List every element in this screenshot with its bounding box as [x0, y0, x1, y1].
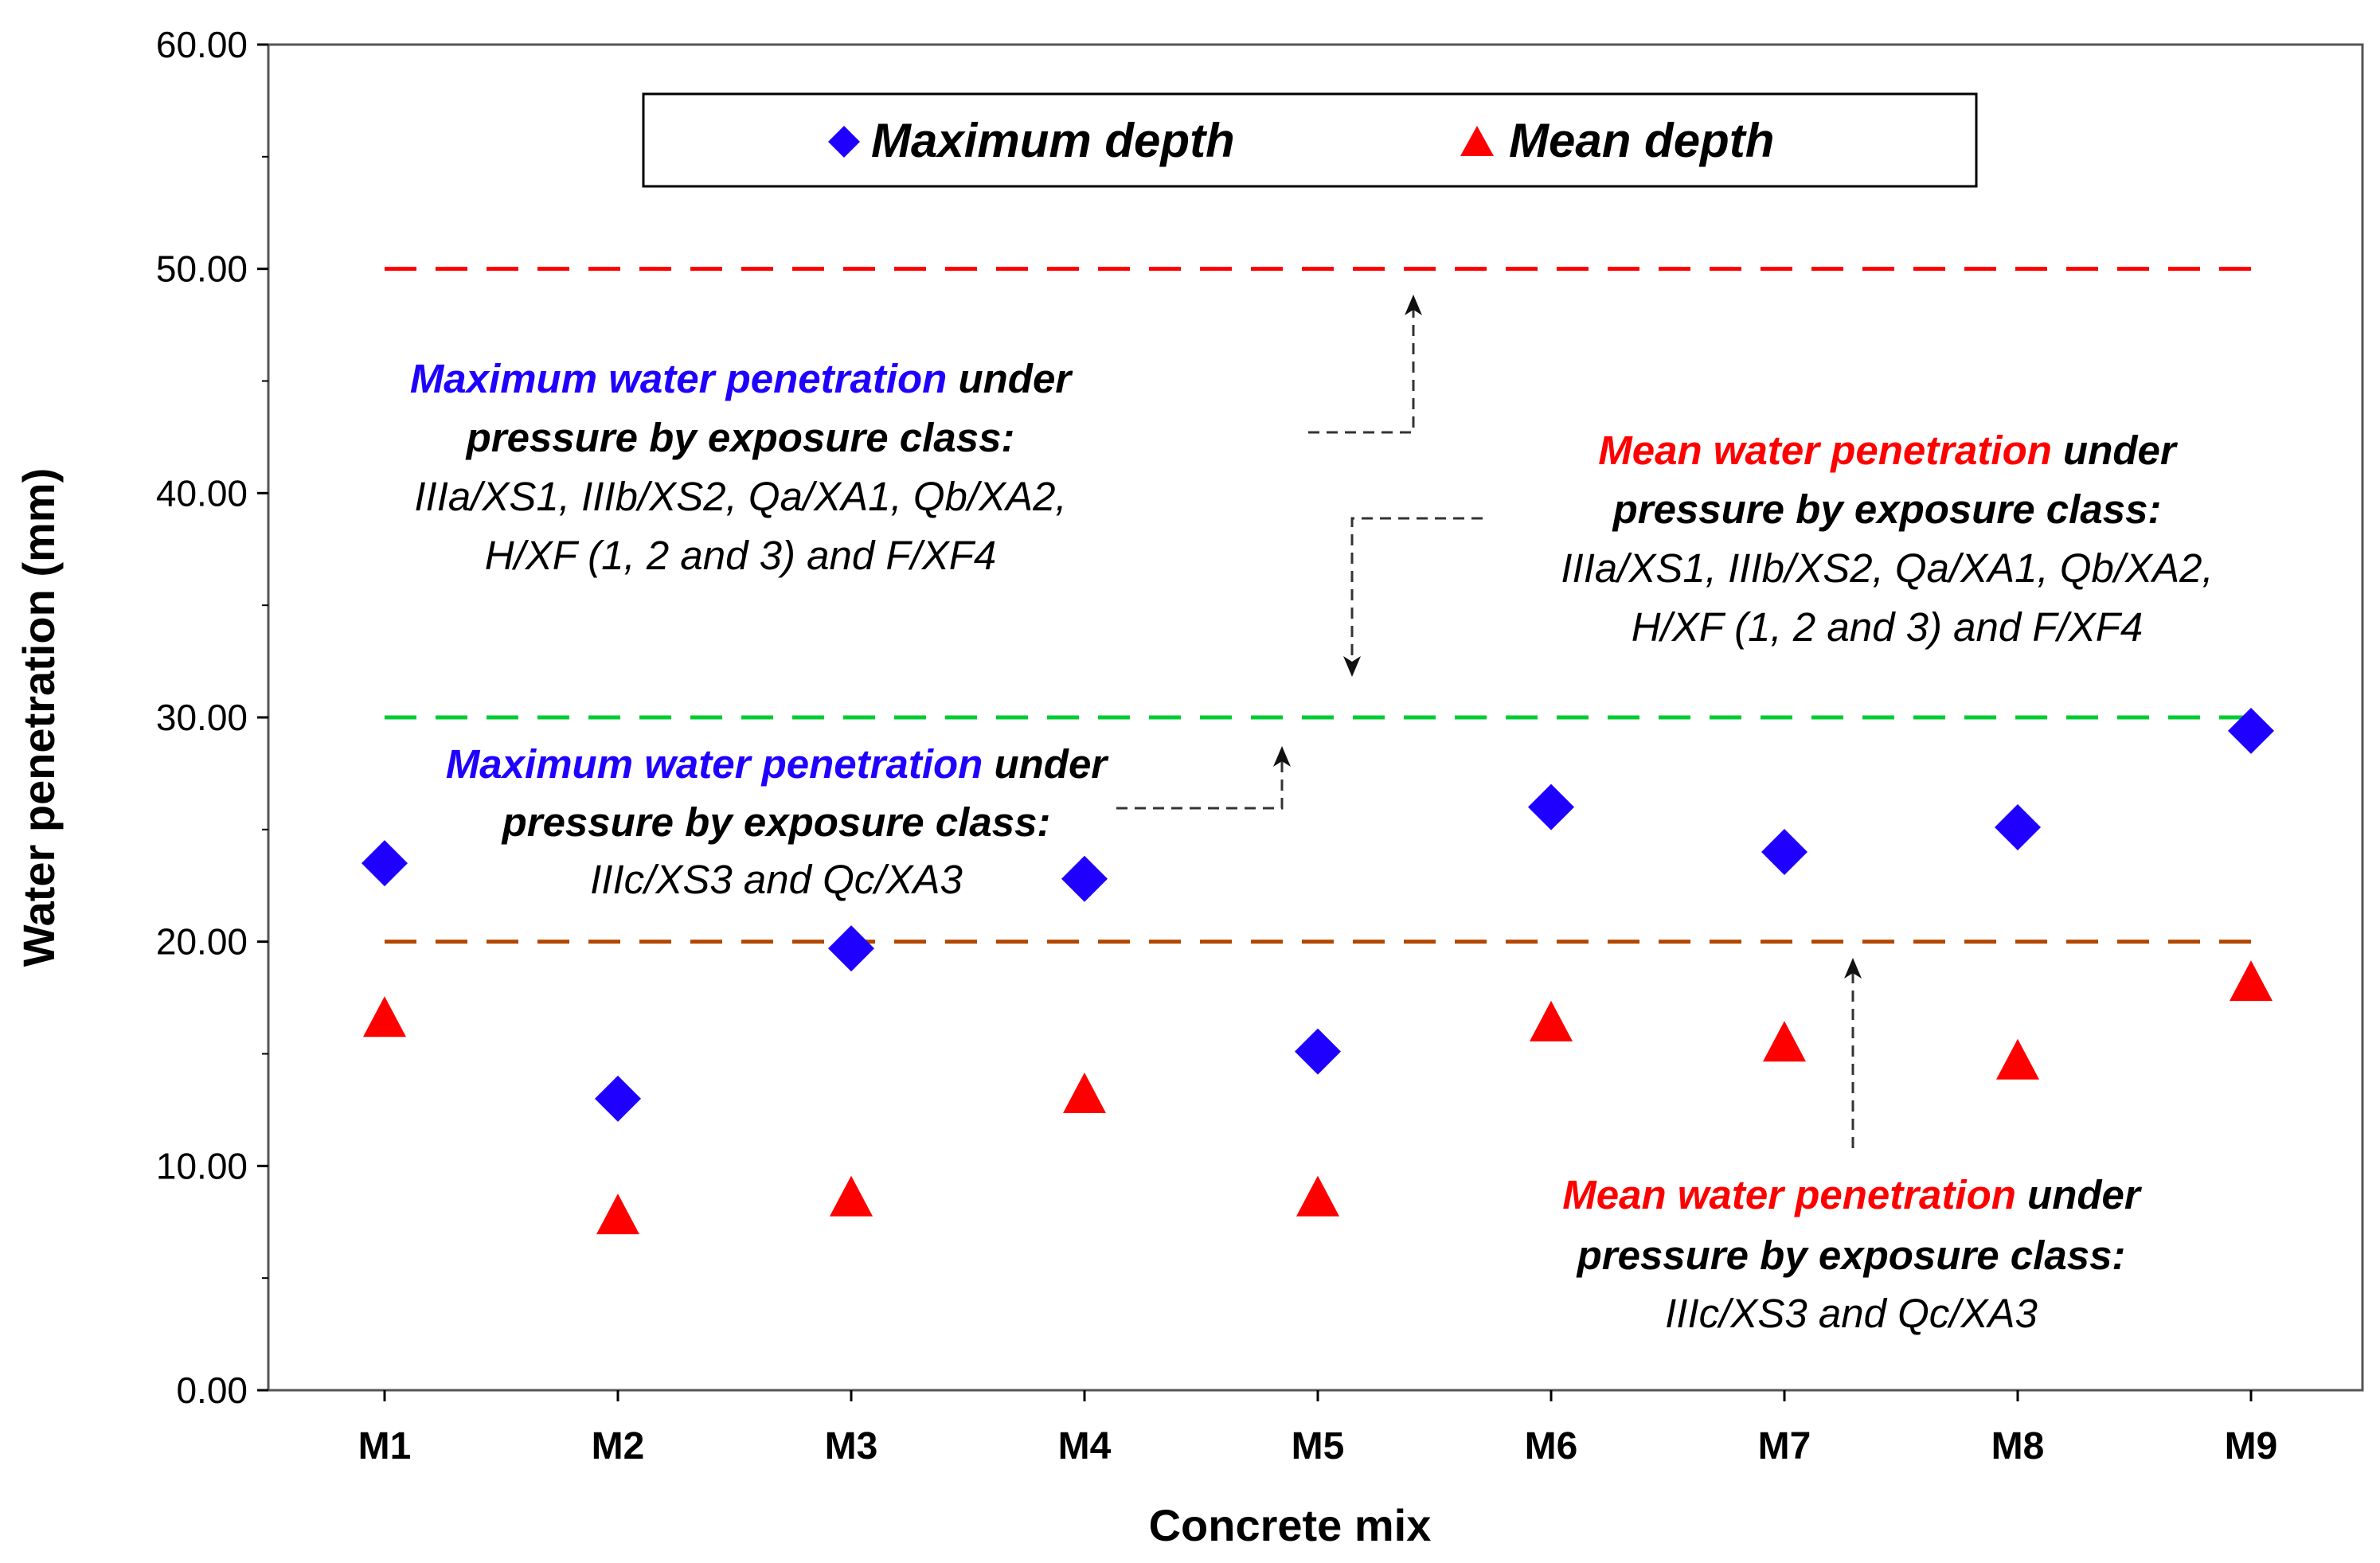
legend-label-maximum-depth: Maximum depth: [871, 114, 1235, 167]
y-tick-label: 10.00: [156, 1145, 248, 1186]
legend-box: [642, 92, 1978, 188]
annotation-text: under: [2016, 1172, 2143, 1217]
mean-depth-point: [1763, 1021, 1806, 1062]
x-tick-label: M9: [2225, 1425, 2278, 1467]
y-tick-label: 20.00: [156, 921, 248, 963]
y-axis: 0.00 10.00 20.00 30.00 40.00 50.00 60.00: [156, 24, 268, 1411]
legend-triangle-marker: [1460, 126, 1494, 156]
annotation-mean-penetration-general: Mean water penetration under pressure by…: [1561, 428, 2213, 650]
annotation-arrows: [1116, 295, 1862, 1148]
annotation-line: Maximum water penetration under: [446, 741, 1109, 787]
annotation-line: pressure by exposure class:: [1612, 486, 2162, 532]
annotation-highlight: Mean water penetration: [1562, 1172, 2016, 1217]
arrow-head: [1844, 958, 1862, 979]
annotation-line: IIIc/XS3 and Qc/XA3: [1665, 1291, 2038, 1336]
max-depth-point: [595, 1075, 641, 1122]
annotation-text: under: [2052, 428, 2179, 473]
mean-depth-point: [596, 1194, 639, 1235]
max-depth-point: [1295, 1028, 1341, 1075]
mean-depth-point: [1530, 1000, 1573, 1041]
legend-label-mean-depth: Mean depth: [1509, 114, 1774, 167]
y-tick-label: 30.00: [156, 697, 248, 738]
annotation-line: Maximum water penetration under: [410, 356, 1073, 401]
annotation-line: IIIc/XS3 and Qc/XA3: [590, 857, 963, 902]
x-tick-label: M2: [592, 1425, 645, 1467]
y-tick-label: 0.00: [176, 1370, 248, 1411]
annotation-line: Mean water penetration under: [1598, 428, 2179, 473]
annotation-arrow: [1308, 301, 1415, 434]
annotation-max-penetration-general: Maximum water penetration under pressure…: [410, 356, 1073, 578]
annotation-line: H/XF (1, 2 and 3) and F/XF4: [1632, 604, 2144, 650]
x-tick-label: M6: [1525, 1425, 1578, 1467]
mean-depth-point: [363, 996, 406, 1037]
annotation-line: pressure by exposure class:: [501, 799, 1051, 845]
mean-depth-point: [2230, 960, 2273, 1002]
x-axis-title: Concrete mix: [1149, 1500, 1432, 1550]
max-depth-point: [1061, 855, 1108, 902]
annotation-arrow: [1116, 752, 1284, 810]
mean-depth-point: [1296, 1175, 1339, 1217]
legend: Maximum depth Mean depth: [642, 92, 1978, 188]
max-depth-point: [2228, 707, 2274, 754]
annotation-line: H/XF (1, 2 and 3) and F/XF4: [485, 533, 997, 578]
annotation-highlight: Maximum water penetration: [410, 356, 947, 401]
annotation-line: Mean water penetration under: [1562, 1172, 2143, 1217]
y-axis-title: Water penetration (mm): [14, 468, 64, 967]
y-tick-label: 50.00: [156, 248, 248, 290]
max-depth-point: [361, 840, 408, 887]
annotation-mean-penetration-xs3: Mean water penetration under pressure by…: [1562, 1172, 2143, 1336]
mean-depth-point: [830, 1175, 873, 1217]
annotation-line: IIIa/XS1, IIIb/XS2, Qa/XA1, Qb/XA2,: [414, 474, 1066, 519]
annotation-line: pressure by exposure class:: [1576, 1233, 2126, 1278]
mean-depth-point: [1996, 1038, 2039, 1080]
arrow-head: [1405, 295, 1422, 315]
x-axis: M1 M2 M3 M4 M5 M6 M7 M8 M9: [358, 1390, 2278, 1467]
legend-diamond-marker: [828, 126, 860, 158]
x-tick-label: M4: [1058, 1425, 1112, 1467]
reference-lines: [385, 267, 2251, 944]
annotation-highlight: Maximum water penetration: [446, 741, 983, 787]
y-tick-label: 40.00: [156, 472, 248, 514]
arrow-head: [1273, 746, 1291, 767]
annotation-arrow: [1350, 517, 1483, 669]
annotation-max-penetration-xs3: Maximum water penetration under pressure…: [446, 741, 1109, 902]
annotation-text: under: [947, 356, 1073, 401]
arrow-head: [1343, 656, 1361, 677]
x-tick-label: M1: [358, 1425, 412, 1467]
max-depth-point: [1995, 804, 2041, 851]
annotation-highlight: Mean water penetration: [1598, 428, 2052, 473]
max-depth-point: [1761, 829, 1807, 875]
annotation-text: under: [983, 741, 1109, 787]
annotation-line: pressure by exposure class:: [465, 415, 1015, 460]
x-tick-label: M7: [1758, 1425, 1811, 1467]
x-tick-label: M5: [1292, 1425, 1345, 1467]
x-tick-label: M3: [825, 1425, 878, 1467]
max-depth-point: [828, 925, 874, 972]
y-tick-label: 60.00: [156, 24, 248, 65]
data-points: [361, 707, 2274, 1235]
mean-depth-point: [1063, 1073, 1106, 1114]
max-depth-point: [1528, 783, 1574, 830]
annotation-line: IIIa/XS1, IIIb/XS2, Qa/XA1, Qb/XA2,: [1561, 545, 2213, 591]
x-tick-label: M8: [1991, 1425, 2045, 1467]
